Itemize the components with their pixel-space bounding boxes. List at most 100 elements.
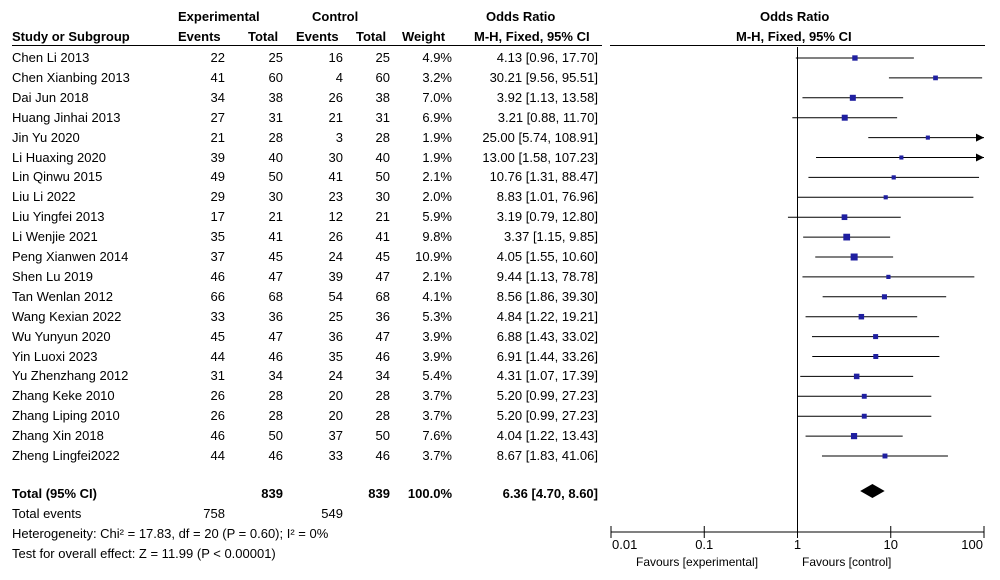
exp-total: 47 (268, 328, 283, 344)
study-name: Huang Jinhai 2013 (12, 109, 121, 125)
ci-arrow (976, 133, 984, 142)
ctrl-total: 30 (375, 189, 390, 205)
table-row: Jin Yu 2020 21 28 3 28 1.9% 25.00 [5.74, 108.9… (0, 128, 610, 148)
ctrl-events: 4 (335, 69, 343, 85)
x-tick-label: 0.1 (695, 537, 713, 552)
or-ci: 3.21 [0.88, 11.70] (497, 109, 598, 125)
study-name: Shen Lu 2019 (12, 268, 93, 284)
table-row: Li Wenjie 2021 35 41 26 41 9.8% 3.37 [1.15, 9.… (0, 227, 610, 247)
table-row: Peng Xianwen 2014 37 45 24 45 10.9% 4.05 [1.55… (0, 247, 610, 267)
ctrl-events: 41 (328, 169, 343, 185)
exp-events: 45 (210, 328, 225, 344)
table-row: Lin Qinwu 2015 49 50 41 50 2.1% 10.76 [1.31, 8… (0, 167, 610, 187)
ctrl-events: 25 (328, 308, 343, 324)
exp-events: 35 (210, 229, 225, 245)
or-ci: 4.13 [0.96, 17.70] (496, 50, 598, 65)
exp-events: 41 (210, 69, 225, 85)
or-ci: 5.20 [0.99, 27.23] (496, 408, 598, 424)
study-name: Yu Zhenzhang 2012 (12, 368, 129, 384)
exp-events: 22 (210, 50, 225, 65)
table-row: Zhang Xin 2018 46 50 37 50 7.6% 4.04 [1.22, 13… (0, 426, 610, 446)
x-tick-label: 0.01 (612, 537, 637, 552)
ctrl-total: 46 (375, 348, 390, 364)
total-ctrl-total: 839 (368, 486, 390, 501)
x-tick-label: 1 (794, 537, 801, 552)
weight: 3.7% (422, 448, 452, 463)
point-estimate (849, 94, 856, 101)
heterogeneity-text: Heterogeneity: Chi² = 17.83, df = 20 (P … (12, 526, 329, 541)
point-estimate (891, 175, 896, 180)
weight-header: Weight (402, 29, 446, 44)
exp-total: 46 (268, 348, 283, 364)
weight: 10.9% (415, 249, 452, 264)
x-tick-label: 10 (884, 537, 898, 552)
ctrl-events: 54 (328, 288, 343, 304)
ctrl-total: 46 (375, 448, 390, 463)
ctrl-events: 3 (335, 129, 343, 145)
ctrl-total: 68 (375, 288, 390, 304)
ctrl-total: 34 (375, 368, 390, 384)
point-estimate (853, 373, 860, 380)
point-estimate (881, 294, 887, 300)
total-ctrl-events: 549 (321, 506, 343, 521)
ctrl-total: 45 (375, 249, 390, 264)
study-name: Liu Li 2022 (12, 189, 76, 205)
or-ci: 13.00 [1.58, 107.23] (482, 149, 598, 165)
ctrl-events: 16 (328, 50, 343, 65)
exp-events: 21 (210, 129, 225, 145)
study-name: Dai Jun 2018 (12, 89, 89, 105)
table-row: Liu Yingfei 2013 17 21 12 21 5.9% 3.19 [0.79, … (0, 207, 610, 227)
or-ci: 4.05 [1.55, 10.60] (496, 249, 598, 264)
total-or-ci: 6.36 [4.70, 8.60] (502, 486, 598, 501)
or-ci: 9.44 [1.13, 78.78] (496, 268, 598, 284)
exp-events: 31 (210, 368, 225, 384)
point-estimate (873, 334, 879, 340)
exp-events: 17 (210, 209, 225, 225)
point-estimate (861, 393, 867, 399)
table-row: Shen Lu 2019 46 47 39 47 2.1% 9.44 [1.13, 78.7… (0, 267, 610, 287)
study-column-header: Study or Subgroup (12, 29, 130, 44)
total-events-label: Total events (12, 506, 82, 521)
or-ci: 10.76 [1.31, 88.47] (489, 169, 598, 185)
or-method-header: M-H, Fixed, 95% CI (474, 29, 590, 44)
study-name: Tan Wenlan 2012 (12, 288, 113, 304)
or-ci: 5.20 [0.99, 27.23] (496, 388, 598, 404)
ctrl-total: 50 (375, 428, 390, 444)
exp-events: 46 (210, 428, 225, 444)
weight: 5.9% (422, 209, 452, 225)
point-estimate (841, 214, 848, 221)
total-weight: 100.0% (407, 486, 452, 501)
ctrl-total: 40 (375, 149, 390, 165)
ctrl-events: 20 (328, 388, 343, 404)
exp-total: 50 (268, 428, 283, 444)
table-row: Chen Li 2013 22 25 16 25 4.9% 4.13 [0.96, 17.7… (0, 48, 610, 68)
table-row: Huang Jinhai 2013 27 31 21 31 6.9% 3.21 [0.88,… (0, 108, 610, 128)
exp-events: 39 (210, 149, 225, 165)
weight: 3.2% (422, 69, 452, 85)
exp-events: 34 (210, 89, 225, 105)
plot-odds-ratio-header: Odds Ratio (760, 9, 830, 24)
point-estimate (852, 55, 858, 61)
study-name: Zhang Liping 2010 (12, 408, 120, 424)
weight: 9.8% (422, 229, 452, 245)
point-estimate (886, 274, 891, 279)
study-name: Chen Xianbing 2013 (12, 69, 130, 85)
study-name: Jin Yu 2020 (12, 129, 80, 145)
table-row: Zhang Keke 2010 26 28 20 28 3.7% 5.20 [0.99, 2… (0, 386, 610, 406)
weight: 6.9% (422, 109, 452, 125)
table-row: Dai Jun 2018 34 38 26 38 7.0% 3.92 [1.13, 13.5… (0, 88, 610, 108)
study-name: Yin Luoxi 2023 (12, 348, 98, 364)
exp-events: 33 (210, 308, 225, 324)
exp-events: 49 (210, 169, 225, 185)
ctrl-total: 31 (375, 109, 390, 125)
control-header: Control (312, 9, 359, 24)
table-row: Yin Luoxi 2023 44 46 35 46 3.9% 6.91 [1.44, 33… (0, 347, 610, 367)
point-estimate (925, 135, 930, 140)
point-estimate (933, 75, 938, 81)
plot-method-header: M-H, Fixed, 95% CI (736, 29, 852, 44)
weight: 4.9% (422, 50, 452, 65)
exp-total: 40 (268, 149, 283, 165)
exp-events: 46 (210, 268, 225, 284)
ctrl-events: 33 (328, 448, 343, 463)
or-ci: 3.37 [1.15, 9.85] (504, 229, 598, 245)
